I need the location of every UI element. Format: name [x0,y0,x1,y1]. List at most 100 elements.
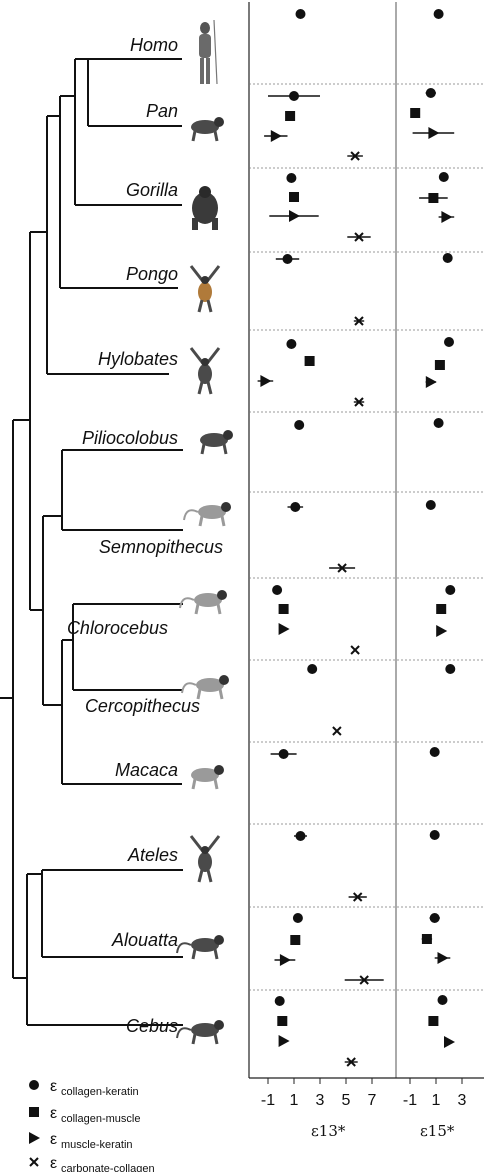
marker-circle [272,585,283,595]
marker-triangle [444,1036,455,1048]
marker-square [434,360,445,370]
marker-square [290,935,301,945]
x-tick-label-left: 5 [342,1092,351,1109]
icon-head [217,590,227,600]
taxon-label: Gorilla [126,180,178,200]
marker-square [289,192,299,202]
primate-silhouette-icon [181,675,229,700]
primate-silhouette-icon [191,117,224,142]
icon-body [198,505,226,519]
x-tick-label-left: 7 [368,1092,377,1109]
marker-triangle [441,211,453,223]
marker-x-stroke [359,975,369,985]
marker-triangle [29,1132,40,1144]
icon-tail [176,942,192,954]
icon-leg [206,58,210,84]
icon-head [199,186,211,198]
primate-silhouette-icon [179,590,227,615]
marker-circle [295,831,306,841]
x-tick-label-right: 1 [432,1092,441,1109]
icon-body [192,192,218,224]
x-tick-label-left: -1 [261,1092,275,1109]
marker-x-stroke [29,1157,39,1167]
icon-head [201,846,209,854]
marker-x-stroke [350,645,360,655]
icon-body [198,852,212,872]
marker-circle [282,254,293,264]
icon-leg [197,381,204,395]
icon-leg [213,1033,219,1045]
icon-body [191,938,219,952]
marker-circle [286,173,297,183]
marker-circle [274,996,285,1006]
marker-x-stroke [352,892,363,902]
marker-triangle [270,130,282,142]
taxon-label: Ateles [127,845,178,865]
icon-leg [200,58,204,84]
legend-label: ε [50,1105,57,1122]
legend-sublabel: carbonate-collagen [61,1163,155,1172]
icon-leg [191,130,197,142]
marker-circle [429,830,440,840]
marker-triangle [278,623,290,635]
icon-tail [181,682,197,694]
marker-x [350,645,360,655]
marker-circle [438,172,449,182]
marker-triangle [437,952,449,964]
x-axis-label-right: ε15* [420,1122,455,1140]
icon-leg [191,778,197,790]
icon-head [223,430,233,440]
legend-label: ε [50,1155,57,1172]
icon-tail [179,597,195,609]
marker-circle [278,749,289,759]
icon-body [196,678,224,692]
primate-silhouette-icon [200,430,233,455]
taxon-label: Cebus [126,1016,178,1036]
taxon-label: Homo [130,35,178,55]
primate-icons [176,19,233,1045]
marker-x [352,892,363,902]
legend-label: ε [50,1078,57,1095]
primate-silhouette-icon [189,835,221,883]
x-tick-label-right: 3 [458,1092,467,1109]
marker-circle [429,747,440,757]
marker-circle [289,91,299,101]
marker-circle [437,995,448,1005]
icon-leg [222,443,228,455]
marker-x [337,563,347,573]
marker-x-stroke [337,563,347,573]
marker-triangle [428,127,440,139]
phylogenetic-tree [0,58,183,1026]
icon-body [198,282,212,302]
marker-circle [425,500,436,510]
taxon-label: Piliocolobus [82,428,178,448]
marker-circle [442,253,453,263]
taxon-label: Chlorocebus [67,618,168,638]
marker-x-stroke [354,397,364,407]
marker-circle [295,9,306,19]
marker-triangle [289,210,300,222]
icon-tail [176,1027,192,1039]
primate-silhouette-icon [189,347,221,395]
marker-circle [433,9,444,19]
taxon-label: Pan [146,101,178,121]
icon-leg [194,603,200,615]
marker-square [29,1107,39,1117]
icon-body [200,433,228,447]
icon-leg [191,948,197,960]
marker-circle [290,502,301,512]
primate-silhouette-icon [192,186,218,230]
marker-circle [286,339,297,349]
legend-sublabel: collagen-muscle [61,1113,140,1125]
icon-leg [196,688,202,700]
marker-circle [294,420,305,430]
icon-head [214,1020,224,1030]
primate-silhouette-icon [183,502,231,527]
marker-circle [307,664,318,674]
x-tick-label-right: -1 [403,1092,417,1109]
icon-body [198,364,212,384]
marker-x-stroke [350,151,360,161]
taxon-label: Alouatta [111,930,178,950]
marker-triangle [425,376,437,388]
primate-silhouette-icon [191,765,224,790]
